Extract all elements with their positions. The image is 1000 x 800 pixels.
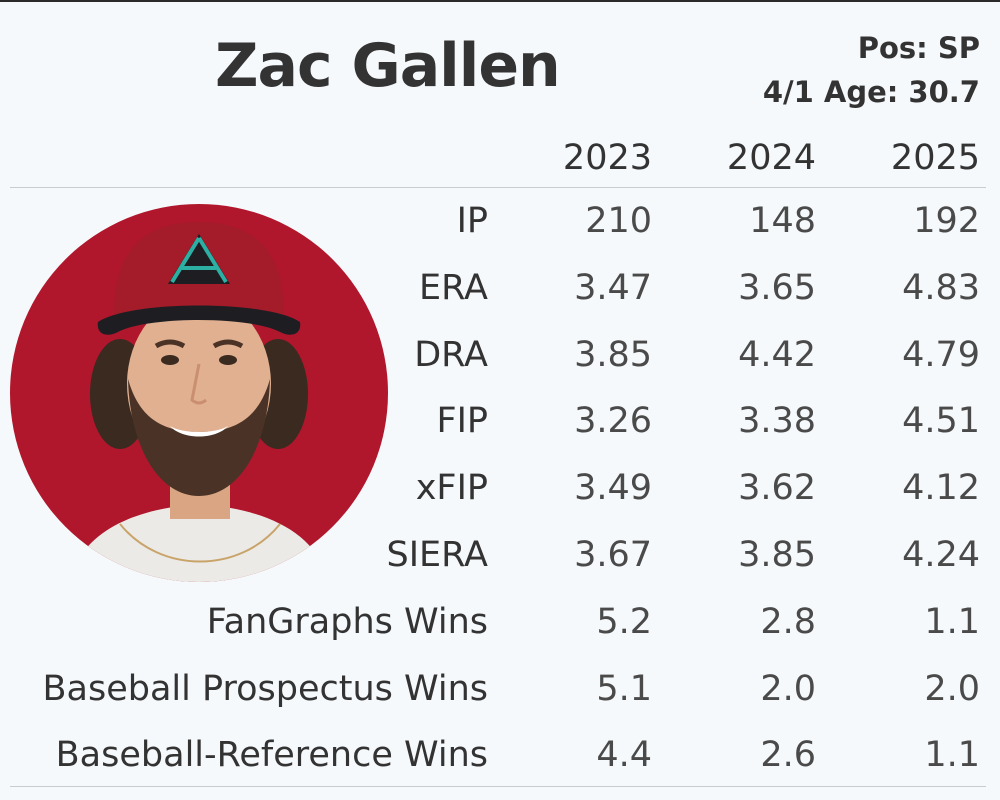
stat-row-bref-wins: Baseball-Reference Wins 4.4 2.6 1.1 xyxy=(0,722,1000,788)
stat-row-ip: IP 210 148 192 xyxy=(0,188,1000,254)
stat-label: SIERA xyxy=(386,535,489,575)
stat-value-2023: 3.49 xyxy=(574,468,652,508)
stat-label: xFIP xyxy=(415,468,488,508)
stat-value-2023: 4.4 xyxy=(596,735,652,775)
stat-row-dra: DRA 3.85 4.42 4.79 xyxy=(0,322,1000,388)
stat-value-2023: 3.67 xyxy=(574,535,652,575)
stat-value-2024: 3.85 xyxy=(738,535,816,575)
stat-row-bp-wins: Baseball Prospectus Wins 5.1 2.0 2.0 xyxy=(0,656,1000,722)
stat-value-2025: 1.1 xyxy=(924,602,980,642)
stat-value-2025: 2.0 xyxy=(924,669,980,709)
stat-value-2025: 4.79 xyxy=(902,335,980,375)
stat-value-2023: 5.2 xyxy=(596,602,652,642)
stat-value-2024: 3.62 xyxy=(738,468,816,508)
player-position: Pos: SP xyxy=(857,31,980,65)
bottom-divider xyxy=(10,786,986,787)
player-age: 4/1 Age: 30.7 xyxy=(762,75,980,109)
stat-value-2023: 3.26 xyxy=(574,401,652,441)
stat-value-2024: 2.6 xyxy=(760,735,816,775)
stat-value-2024: 3.38 xyxy=(738,401,816,441)
stat-row-xfip: xFIP 3.49 3.62 4.12 xyxy=(0,455,1000,521)
stat-label: Baseball-Reference Wins xyxy=(55,735,488,775)
stat-value-2023: 5.1 xyxy=(596,669,652,709)
stat-value-2024: 4.42 xyxy=(738,335,816,375)
stat-row-fangraphs-wins: FanGraphs Wins 5.2 2.8 1.1 xyxy=(0,589,1000,655)
stat-value-2023: 3.85 xyxy=(574,335,652,375)
stat-value-2025: 4.24 xyxy=(902,535,980,575)
stat-row-era: ERA 3.47 3.65 4.83 xyxy=(0,255,1000,321)
stat-value-2025: 1.1 xyxy=(924,735,980,775)
stat-value-2025: 4.51 xyxy=(902,401,980,441)
stat-value-2024: 2.8 xyxy=(760,602,816,642)
year-header-1: 2023 xyxy=(562,138,652,178)
stat-label: DRA xyxy=(414,335,488,375)
year-header-3: 2025 xyxy=(890,138,980,178)
stat-value-2023: 3.47 xyxy=(574,268,652,308)
header-divider xyxy=(10,187,986,188)
stat-label: Baseball Prospectus Wins xyxy=(42,669,488,709)
stat-value-2025: 4.83 xyxy=(902,268,980,308)
stat-value-2024: 148 xyxy=(749,201,816,241)
stat-label: IP xyxy=(456,201,488,241)
stat-value-2024: 3.65 xyxy=(738,268,816,308)
stat-value-2023: 210 xyxy=(585,201,652,241)
year-header-2: 2024 xyxy=(726,138,816,178)
stat-value-2025: 192 xyxy=(913,201,980,241)
player-meta: Pos: SP 4/1 Age: 30.7 xyxy=(763,26,980,114)
stat-label: FIP xyxy=(436,401,488,441)
stat-row-siera: SIERA 3.67 3.85 4.24 xyxy=(0,522,1000,588)
stat-row-fip: FIP 3.26 3.38 4.51 xyxy=(0,388,1000,454)
player-photo xyxy=(10,204,388,582)
stat-value-2025: 4.12 xyxy=(902,468,980,508)
stat-label: ERA xyxy=(419,268,488,308)
stat-value-2024: 2.0 xyxy=(760,669,816,709)
player-headshot-icon xyxy=(10,204,388,582)
stat-label: FanGraphs Wins xyxy=(206,602,488,642)
top-border xyxy=(0,0,1000,2)
player-name: Zac Gallen xyxy=(215,31,561,101)
